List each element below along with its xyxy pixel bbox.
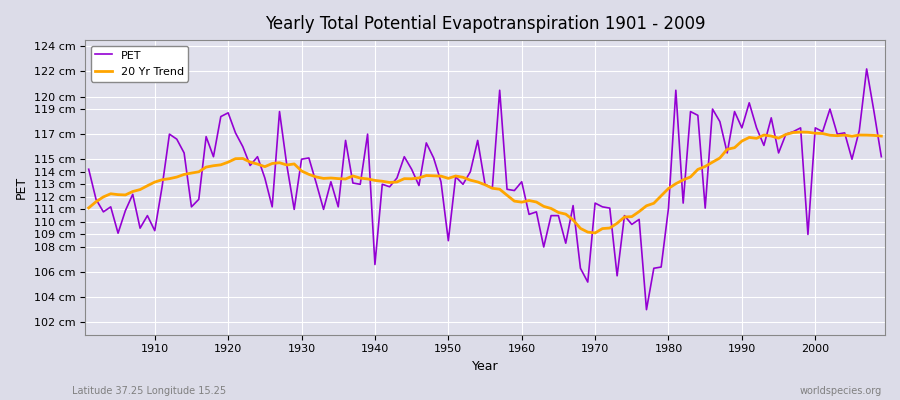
20 Yr Trend: [876, 134, 886, 138]
Line: 20 Yr Trend: 20 Yr Trend: [89, 132, 881, 233]
20 Yr Trend: [612, 221, 623, 226]
PET: [517, 179, 527, 184]
20 Yr Trend: [142, 183, 153, 188]
X-axis label: Year: Year: [472, 360, 499, 373]
PET: [641, 307, 652, 312]
Line: PET: PET: [89, 69, 881, 310]
PET: [347, 181, 358, 186]
20 Yr Trend: [509, 199, 520, 204]
PET: [509, 188, 520, 193]
20 Yr Trend: [517, 200, 527, 204]
PET: [84, 167, 94, 172]
PET: [303, 156, 314, 160]
20 Yr Trend: [84, 206, 94, 210]
20 Yr Trend: [796, 130, 806, 134]
Title: Yearly Total Potential Evapotranspiration 1901 - 2009: Yearly Total Potential Evapotranspiratio…: [265, 15, 706, 33]
20 Yr Trend: [590, 230, 600, 235]
Text: worldspecies.org: worldspecies.org: [800, 386, 882, 396]
PET: [876, 154, 886, 159]
Y-axis label: PET: PET: [15, 176, 28, 199]
PET: [605, 206, 616, 210]
20 Yr Trend: [303, 172, 314, 177]
PET: [861, 66, 872, 71]
Legend: PET, 20 Yr Trend: PET, 20 Yr Trend: [91, 46, 188, 82]
Text: Latitude 37.25 Longitude 15.25: Latitude 37.25 Longitude 15.25: [72, 386, 226, 396]
20 Yr Trend: [347, 174, 358, 178]
PET: [142, 213, 153, 218]
